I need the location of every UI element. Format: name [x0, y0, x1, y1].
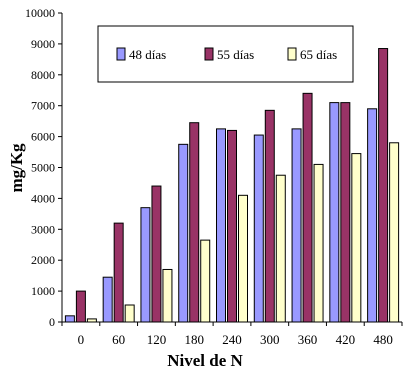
legend-label: 55 días: [217, 47, 254, 62]
bar-55-días-360: [302, 92, 313, 323]
bar-48-días-420: [329, 102, 340, 323]
bar-65-días-420: [351, 153, 362, 323]
y-tick-label: 1000: [31, 284, 55, 298]
x-tick-label: 360: [298, 332, 318, 347]
y-axis-title: mg/Kg: [7, 143, 26, 193]
bar-48-días-0: [64, 315, 75, 323]
bar-48-días-300: [253, 134, 264, 323]
legend-swatch: [287, 47, 297, 61]
legend-swatch: [204, 47, 214, 61]
bar-55-días-180: [189, 122, 200, 323]
legend-items: 48 días 55 días 65 días: [116, 47, 337, 62]
bar-55-días-240: [227, 129, 237, 323]
x-tick-label: 120: [147, 332, 167, 347]
y-tick-label: 5000: [31, 161, 55, 175]
bar-48-días-480: [367, 108, 378, 323]
bar-48-días-180: [178, 143, 189, 323]
y-tick-label: 2000: [31, 253, 55, 267]
x-tick-label: 0: [78, 332, 85, 347]
bar-65-días-240: [238, 194, 248, 323]
bar-65-días-0: [86, 318, 97, 323]
bar-48-días-60: [102, 276, 113, 323]
bar-55-días-60: [113, 222, 124, 323]
bar-55-días-420: [340, 102, 351, 323]
y-tick-label: 6000: [31, 130, 55, 144]
y-tick-label: 3000: [31, 222, 55, 236]
legend-label: 48 días: [129, 47, 166, 62]
bar-55-días-120: [151, 185, 162, 323]
y-tick-label: 10000: [25, 6, 55, 20]
x-axis-title: Nivel de N: [167, 351, 243, 370]
x-tick-label: 240: [222, 332, 242, 347]
bar-65-días-180: [200, 239, 211, 323]
bar-65-días-60: [124, 304, 135, 323]
x-axis-ticks: 0 60 120 180 240 300 360 420 480: [61, 322, 403, 347]
bar-55-días-480: [378, 48, 389, 323]
y-tick-label: 7000: [31, 99, 55, 113]
legend-box: [97, 25, 354, 83]
bar-65-días-480: [389, 142, 400, 323]
bar-48-días-120: [140, 207, 151, 323]
y-tick-label: 4000: [31, 191, 55, 205]
bars: [64, 48, 400, 323]
x-tick-label: 420: [336, 332, 356, 347]
x-tick-label: 180: [184, 332, 204, 347]
legend-label: 65 días: [300, 47, 337, 62]
y-axis-ticks: 0 1000 2000 3000 4000 5000 6000 7000 8000 9000 100…: [25, 6, 62, 329]
legend-swatch: [116, 47, 126, 61]
bar-55-días-300: [264, 109, 275, 323]
x-tick-label: 60: [112, 332, 125, 347]
bar-65-días-360: [313, 163, 324, 323]
bar-65-días-300: [275, 174, 286, 323]
x-tick-label: 480: [373, 332, 393, 347]
bar-48-días-240: [216, 128, 226, 323]
x-tick-label: 300: [260, 332, 280, 347]
y-tick-label: 8000: [31, 68, 55, 82]
bar-65-días-120: [162, 268, 173, 323]
y-tick-label: 9000: [31, 37, 55, 51]
y-tick-label: 0: [49, 315, 55, 329]
bar-55-días-0: [75, 290, 86, 323]
bar-48-días-360: [291, 128, 302, 323]
legend: 48 días 55 días 65 días: [97, 25, 354, 83]
